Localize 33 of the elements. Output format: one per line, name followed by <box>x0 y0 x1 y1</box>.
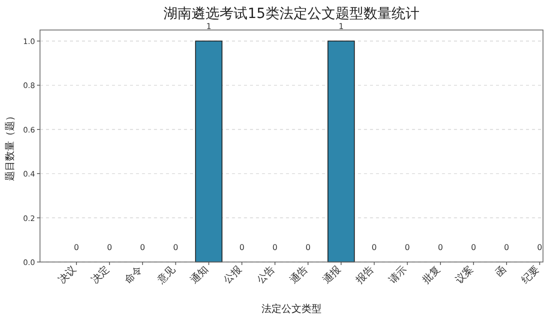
data-label: 0 <box>306 243 311 252</box>
data-label: 1 <box>206 22 212 32</box>
x-tick-label: 议案 <box>453 264 476 286</box>
data-label: 1 <box>338 22 344 32</box>
data-label: 0 <box>438 243 443 252</box>
x-tick-label: 命令 <box>122 264 145 286</box>
x-tick-label: 报告 <box>353 264 376 287</box>
x-tick-label: 通报 <box>320 264 344 286</box>
x-tick-label: 决定 <box>88 264 112 286</box>
data-label: 0 <box>272 243 278 252</box>
x-tick-label: 纪要 <box>519 264 542 286</box>
data-label: 0 <box>537 243 542 252</box>
x-tick-label: 公告 <box>254 264 278 286</box>
x-tick-label: 函 <box>494 264 509 280</box>
y-axis-title: 题目数量（题） <box>5 111 16 181</box>
data-label: 0 <box>106 243 112 252</box>
data-label: 0 <box>470 243 476 252</box>
x-axis-title: 法定公文类型 <box>262 303 322 315</box>
x-tick-label: 公报 <box>221 264 244 286</box>
x-tick-label: 通告 <box>288 264 310 286</box>
x-tick-label: 意见 <box>154 264 178 287</box>
data-label: 0 <box>74 243 79 252</box>
data-label: 0 <box>140 243 146 252</box>
x-tick-label: 决议 <box>56 264 79 286</box>
data-label: 0 <box>504 243 510 252</box>
x-tick-label: 通知 <box>188 264 211 286</box>
data-label: 0 <box>173 243 178 252</box>
x-tick-label: 批复 <box>420 264 443 286</box>
chart-title: 湖南遴选考试15类法定公文题型数量统计 <box>164 6 420 22</box>
data-label: 0 <box>404 243 410 252</box>
data-label: 0 <box>372 243 377 252</box>
x-tick-label: 请示 <box>386 264 410 286</box>
data-label: 0 <box>239 243 244 252</box>
